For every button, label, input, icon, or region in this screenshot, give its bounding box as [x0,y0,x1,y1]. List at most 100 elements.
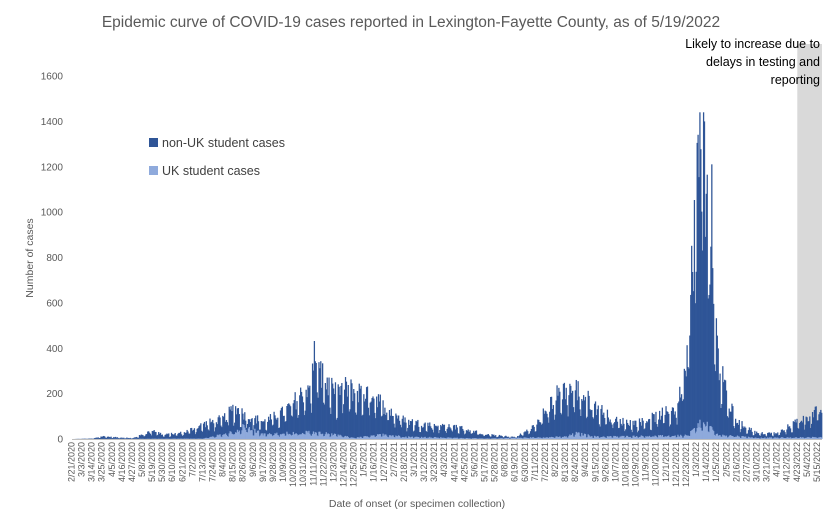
bar-non-uk [299,395,301,439]
bar-uk [564,436,566,439]
x-tick-label: 10/20/2020 [288,442,298,487]
bar-uk [512,438,514,439]
bar-non-uk [442,425,445,439]
bar-non-uk [393,423,395,439]
bar-non-uk [404,417,406,439]
bar-non-uk [104,436,106,439]
bar-non-uk [691,245,693,439]
bar-uk [739,437,741,439]
bar-non-uk [309,385,311,439]
bar-non-uk [738,419,740,439]
bar-non-uk [196,428,198,439]
bar-non-uk [745,427,747,439]
bar-non-uk [786,429,788,439]
bar-non-uk [202,423,205,439]
bar-uk [292,431,294,439]
x-tick-label: 1/5/2021 [359,442,369,477]
x-tick-label: 6/10/2020 [167,442,177,482]
bar-non-uk [429,422,431,439]
bar-uk [495,438,497,439]
bar-uk [241,430,243,439]
bar-non-uk [125,438,127,439]
bar-non-uk [660,415,663,439]
bar-uk [584,434,587,439]
bar-non-uk [252,429,254,439]
bar-uk [401,437,403,439]
bar-uk [614,436,616,439]
bar-non-uk [259,429,261,439]
bar-non-uk [425,430,427,439]
bar-non-uk [441,423,444,439]
bar-uk [308,430,310,439]
chart-title: Epidemic curve of COVID-19 cases reporte… [102,14,720,31]
bar-uk [581,432,583,439]
bar-uk [363,436,365,439]
bar-non-uk [702,250,704,439]
bar-non-uk [795,422,797,439]
bar-uk [375,436,377,439]
bar-non-uk [166,433,168,439]
bar-non-uk [407,427,409,439]
bar-non-uk [462,428,464,439]
bar-non-uk [456,427,458,439]
bar-non-uk [274,415,276,439]
bar-non-uk [723,382,725,439]
bar-non-uk [695,271,697,439]
bar-non-uk [391,415,393,439]
bar-non-uk [357,402,359,439]
bar-non-uk [337,384,339,439]
bar-non-uk [214,427,217,439]
bar-non-uk [369,402,371,439]
bar-uk [356,437,359,439]
bar-non-uk [715,318,718,439]
bar-uk [648,436,650,439]
bar-uk [599,437,601,439]
bar-uk [225,434,228,439]
bar-uk [227,436,229,439]
bar-uk [378,434,381,439]
bar-uk [807,436,809,439]
bar-uk [568,435,570,439]
bar-non-uk [169,436,172,439]
bar-non-uk [143,436,145,439]
bar-non-uk [671,407,674,439]
bar-non-uk [644,428,646,439]
bar-uk [623,435,625,439]
bar-non-uk [579,409,581,439]
bar-non-uk [808,421,810,439]
bar-non-uk [478,434,480,439]
y-tick-label: 600 [46,298,63,309]
bar-non-uk [390,408,392,439]
bar-uk [321,434,323,439]
bar-non-uk [610,422,612,439]
bar-non-uk [561,414,563,439]
bar-non-uk [639,422,642,439]
bar-non-uk [572,390,574,439]
y-axis-label: Number of cases [24,218,36,297]
x-tick-label: 8/2/2021 [550,442,560,477]
bar-uk [682,437,685,439]
bar-non-uk [159,433,161,439]
bar-non-uk [583,400,586,439]
bar-non-uk [213,423,215,439]
x-tick-label: 2/5/2022 [721,442,731,477]
bar-non-uk [437,425,439,439]
bar-uk [771,438,773,439]
bar-uk [486,438,489,439]
bar-non-uk [782,430,784,439]
bar-uk [385,434,387,439]
bar-non-uk [743,427,745,439]
bar-non-uk [593,403,596,439]
bar-uk [374,436,376,439]
bar-non-uk [753,435,755,439]
bar-non-uk [140,434,142,439]
bar-non-uk [304,410,306,439]
bar-non-uk [372,396,374,439]
bar-uk [610,436,612,439]
x-tick-label: 2/16/2022 [731,442,741,482]
bar-uk [328,434,330,439]
bar-uk [784,438,786,439]
bar-non-uk [494,436,496,439]
x-tick-label: 4/25/2021 [459,442,469,482]
bar-uk [256,432,258,439]
